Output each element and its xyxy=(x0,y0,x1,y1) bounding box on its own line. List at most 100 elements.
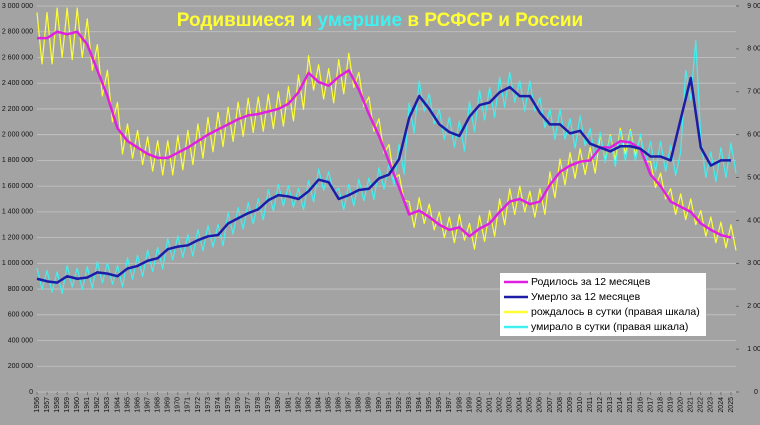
x-tick-label: 2013 xyxy=(607,397,614,413)
x-tick-label: 1971 xyxy=(185,397,192,413)
x-tick-label: 2000 xyxy=(476,397,483,413)
x-tick-label: 1995 xyxy=(426,397,433,413)
x-tick-label: 1983 xyxy=(305,397,312,413)
x-tick-label: 2023 xyxy=(708,397,715,413)
x-tick-label: 1984 xyxy=(315,397,322,413)
x-tick-label: 1967 xyxy=(144,397,151,413)
x-tick-label: 2015 xyxy=(627,397,634,413)
x-tick-label: 2005 xyxy=(527,397,534,413)
y2-tick-label: 1 000 xyxy=(747,346,760,353)
y-tick-label: 400 000 xyxy=(8,337,33,344)
y-tick-label: 2 600 000 xyxy=(2,54,33,61)
y2-tick-label: 6 000 xyxy=(747,132,760,139)
title-part: Родившиеся и xyxy=(177,10,312,31)
legend-label: Умерло за 12 месяцев xyxy=(531,291,641,303)
x-tick-label: 1994 xyxy=(416,397,423,413)
y-tick-label: 1 000 000 xyxy=(2,260,33,267)
legend-box xyxy=(500,273,706,336)
y-tick-label: 1 200 000 xyxy=(2,234,33,241)
y-tick-label: 1 600 000 xyxy=(2,183,33,190)
y2-tick-label: 5 000 xyxy=(747,174,760,181)
x-tick-label: 1960 xyxy=(74,397,81,413)
legend-label: Родилось за 12 месяцев xyxy=(531,276,651,288)
lines xyxy=(36,7,737,294)
x-tick-label: 1972 xyxy=(195,397,202,413)
x-tick-label: 2012 xyxy=(597,397,604,413)
x-tick-label: 1970 xyxy=(175,397,182,413)
x-tick-label: 1979 xyxy=(265,397,272,413)
x-tick-label: 2006 xyxy=(537,397,544,413)
x-tick-label: 1991 xyxy=(386,397,393,413)
x-tick-label: 1977 xyxy=(245,397,252,413)
grid: 0 200 000 400 000 600 000 800 000 1 000 000 1 … xyxy=(2,3,760,413)
legend-label: умирало в сутки (правая шкала) xyxy=(531,321,688,333)
x-tick-label: 1993 xyxy=(406,397,413,413)
x-tick-label: 1987 xyxy=(346,397,353,413)
x-tick-label: 1961 xyxy=(84,397,91,413)
x-tick-label: 1965 xyxy=(124,397,131,413)
y-tick-label: 3 000 000 xyxy=(2,3,33,10)
x-tick-label: 2011 xyxy=(587,397,594,412)
y-tick-label: 2 000 000 xyxy=(2,132,33,139)
x-tick-label: 2002 xyxy=(496,397,503,413)
y2-tick-label: 7 000 xyxy=(747,89,760,96)
y-tick-label: 1 400 000 xyxy=(2,209,33,216)
x-tick-label: 1978 xyxy=(255,397,262,413)
x-tick-label: 1997 xyxy=(446,397,453,413)
x-tick-label: 2017 xyxy=(647,397,654,413)
x-tick-label: 1973 xyxy=(205,397,212,413)
x-tick-label: 1996 xyxy=(436,397,443,413)
x-tick-label: 1998 xyxy=(456,397,463,413)
y-tick-label: 2 400 000 xyxy=(2,80,33,87)
x-tick-label: 1956 xyxy=(34,397,41,413)
x-tick-label: 2020 xyxy=(678,397,685,413)
x-tick-label: 1985 xyxy=(326,397,333,413)
x-tick-label: 2014 xyxy=(617,397,624,413)
x-tick-label: 2004 xyxy=(517,397,524,413)
legend-label: рождалось в сутки (правая шкала) xyxy=(531,306,700,318)
x-tick-label: 2009 xyxy=(567,397,574,413)
x-tick-label: 1959 xyxy=(64,397,71,413)
x-tick-label: 1964 xyxy=(114,397,121,413)
x-tick-label: 1992 xyxy=(396,397,403,413)
legend: Родилось за 12 месяцев Умерло за 12 месяц… xyxy=(500,273,706,336)
y-tick-label: 600 000 xyxy=(8,312,33,319)
x-tick-label: 2024 xyxy=(718,397,725,413)
x-tick-label: 1982 xyxy=(295,397,302,413)
y2-tick-label: 3 000 xyxy=(747,260,760,267)
x-tick-label: 1980 xyxy=(275,397,282,413)
y-tick-label: 1 800 000 xyxy=(2,157,33,164)
y2-tick-label: 9 000 xyxy=(747,3,760,10)
x-tick-label: 2016 xyxy=(637,397,644,413)
x-tick-label: 1974 xyxy=(215,397,222,413)
y-tick-label: 200 000 xyxy=(8,363,33,370)
series-line xyxy=(36,76,731,284)
x-tick-label: 1990 xyxy=(376,397,383,413)
x-tick-label: 2025 xyxy=(728,397,735,413)
x-tick-label: 2001 xyxy=(486,397,493,413)
x-tick-label: 1981 xyxy=(285,397,292,413)
y-tick-label: 0 xyxy=(29,389,33,396)
x-tick-label: 1988 xyxy=(356,397,363,413)
y2-tick-label: 4 000 xyxy=(747,217,760,224)
x-tick-label: 1989 xyxy=(366,397,373,413)
y2-tick-label: 2 000 xyxy=(747,303,760,310)
title-part: умершие xyxy=(318,10,403,31)
chart-title: Родившиеся и умершие в РСФСР и России xyxy=(177,10,583,31)
x-tick-label: 2010 xyxy=(577,397,584,413)
x-tick-label: 1962 xyxy=(94,397,101,413)
x-tick-label: 2021 xyxy=(688,397,695,413)
x-tick-label: 1986 xyxy=(336,397,343,413)
x-tick-label: 2003 xyxy=(507,397,514,413)
x-tick-label: 2022 xyxy=(698,397,705,413)
y2-tick-label: 8 000 xyxy=(747,46,760,53)
x-tick-label: 1976 xyxy=(235,397,242,413)
x-tick-label: 1963 xyxy=(104,397,111,413)
x-tick-label: 1958 xyxy=(54,397,61,413)
title-part: в РСФСР и России xyxy=(407,10,583,31)
y-tick-label: 2 200 000 xyxy=(2,106,33,113)
x-tick-label: 2019 xyxy=(667,397,674,413)
